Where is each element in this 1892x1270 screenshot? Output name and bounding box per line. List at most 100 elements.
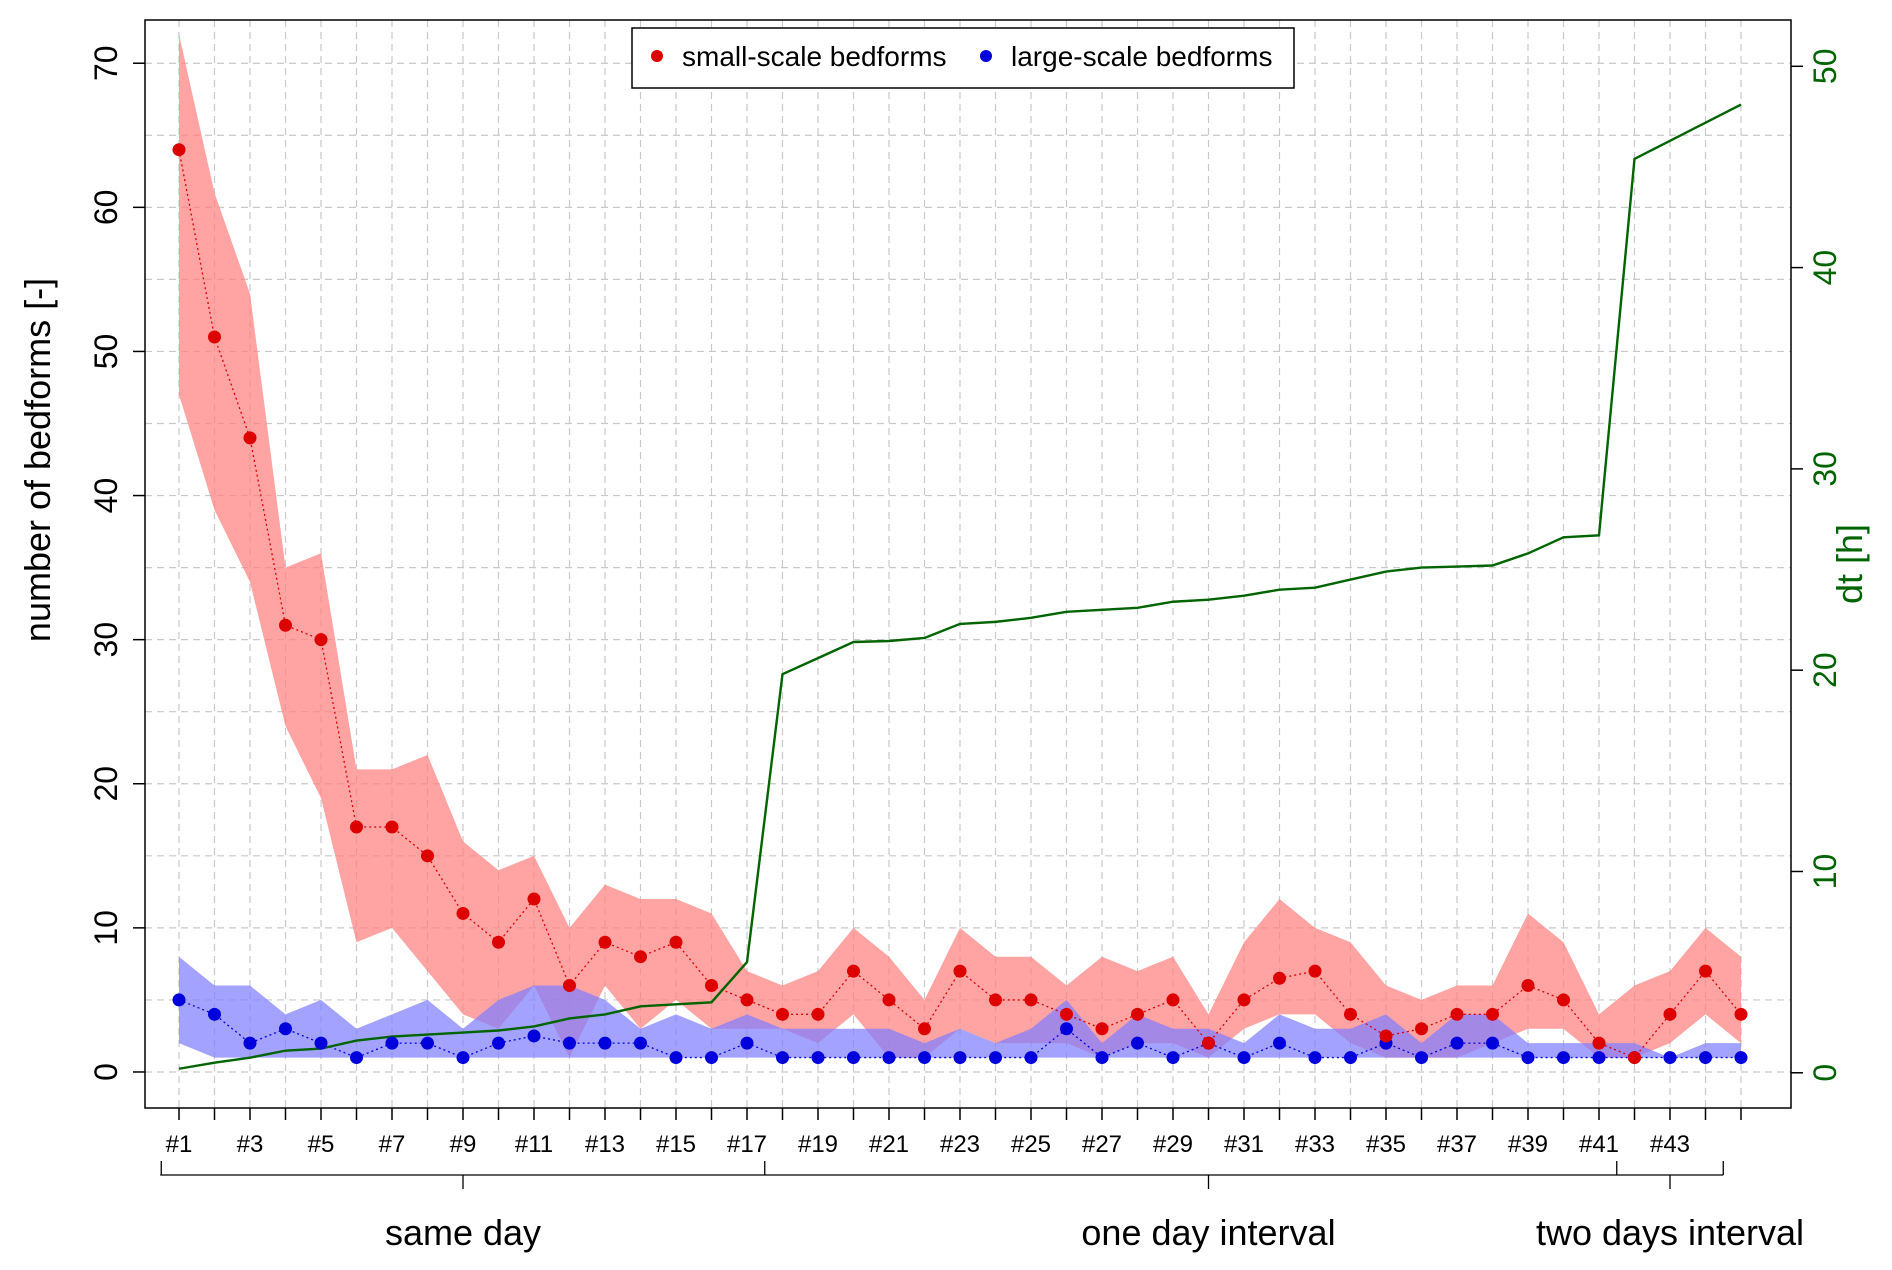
small-scale-point [1628, 1051, 1641, 1065]
small-scale-point [1060, 1007, 1073, 1021]
large-scale-point [1060, 1022, 1073, 1036]
large-scale-point [527, 1029, 541, 1043]
large-scale-point [1095, 1051, 1109, 1065]
small-scale-point [1166, 993, 1180, 1007]
small-scale-point [385, 820, 399, 834]
uncertainty-bands [179, 34, 1741, 1058]
small-scale-point [1379, 1029, 1393, 1043]
y2-tick-label: 20 [1807, 652, 1843, 688]
large-scale-point [1699, 1051, 1712, 1065]
large-scale-point [634, 1036, 647, 1050]
small-scale-point [1024, 993, 1038, 1007]
large-scale-point [598, 1036, 612, 1050]
x-tick-label: #21 [869, 1131, 909, 1158]
group-brackets: same day one day interval two days interva… [160, 1161, 1804, 1253]
x-tick-label: #3 [237, 1131, 264, 1158]
small-scale-point [953, 964, 967, 978]
x-tick-label: #5 [308, 1131, 335, 1158]
large-scale-point [1308, 1051, 1322, 1065]
small-scale-point [456, 906, 470, 920]
x-tick-label: #11 [515, 1131, 553, 1158]
x-tick-label: #43 [1650, 1131, 1690, 1158]
small-scale-point [563, 979, 576, 993]
y-tick-label: 0 [88, 1063, 124, 1081]
large-scale-band [179, 956, 1741, 1058]
y-tick-label: 30 [88, 622, 124, 658]
small-scale-point [492, 935, 505, 949]
large-scale-point [1131, 1036, 1144, 1050]
large-scale-point [953, 1051, 967, 1065]
small-scale-point [1202, 1036, 1215, 1050]
large-scale-point [811, 1051, 825, 1065]
large-scale-point [243, 1036, 257, 1050]
legend: small-scale bedforms large-scale bedform… [631, 27, 1295, 89]
large-scale-point [1450, 1036, 1464, 1050]
x-tick-label: #25 [1011, 1131, 1051, 1158]
small-scale-point [634, 950, 647, 964]
large-scale-point [492, 1036, 505, 1050]
x-tick-label: #35 [1366, 1131, 1406, 1158]
axes: 0 10 20 30 40 50 60 70 0 10 20 30 40 50 #1 #3 #5 #7 #9 #11 #… [88, 45, 1843, 1158]
small-scale-point [882, 993, 896, 1007]
small-scale-line [178, 149, 1742, 1059]
large-scale-point [1415, 1051, 1428, 1065]
small-scale-point [1521, 979, 1535, 993]
x-tick-label: #23 [940, 1131, 980, 1158]
small-scale-point [847, 964, 860, 978]
y2-tick-label: 0 [1807, 1064, 1843, 1082]
small-scale-point [421, 849, 434, 863]
small-scale-point [1237, 993, 1251, 1007]
x-tick-label: #31 [1224, 1131, 1264, 1158]
small-scale-point [350, 820, 363, 834]
small-scale-point [1415, 1022, 1428, 1036]
large-scale-point [563, 1036, 576, 1050]
y-axis-label: number of bedforms [-] [17, 278, 58, 642]
small-scale-point [172, 143, 186, 157]
small-scale-point [1557, 993, 1570, 1007]
large-scale-point [1344, 1051, 1357, 1065]
x-tick-label: #37 [1437, 1131, 1477, 1158]
legend-marker-large [980, 50, 992, 62]
y-tick-label: 20 [88, 766, 124, 802]
group-label: same day [385, 1212, 541, 1253]
small-scale-point [1699, 964, 1712, 978]
large-scale-point [882, 1051, 896, 1065]
y-tick-label: 50 [88, 334, 124, 370]
small-scale-point [1344, 1007, 1357, 1021]
small-scale-point [1450, 1007, 1464, 1021]
small-scale-point [208, 330, 221, 344]
x-tick-label: #29 [1153, 1131, 1193, 1158]
large-scale-point [279, 1022, 292, 1036]
large-scale-point [669, 1051, 683, 1065]
legend-label-large: large-scale bedforms [1011, 41, 1272, 72]
y2-tick-label: 40 [1807, 250, 1843, 286]
large-scale-point [385, 1036, 399, 1050]
small-scale-point [918, 1022, 931, 1036]
x-tick-label: #1 [166, 1131, 193, 1158]
y2-tick-label: 30 [1807, 451, 1843, 487]
legend-label-small: small-scale bedforms [682, 41, 947, 72]
small-scale-point [1095, 1022, 1109, 1036]
large-scale-point [1592, 1051, 1606, 1065]
large-scale-point [1237, 1051, 1251, 1065]
large-scale-point [314, 1036, 328, 1050]
large-scale-point [1521, 1051, 1535, 1065]
small-scale-point [1734, 1007, 1748, 1021]
large-scale-point [172, 993, 186, 1007]
small-scale-point [989, 993, 1002, 1007]
small-scale-point [527, 892, 541, 906]
plot-frame [144, 19, 1792, 1109]
y-tick-label: 70 [88, 45, 124, 81]
x-tick-label: #17 [727, 1131, 767, 1158]
x-tick-label: #7 [379, 1131, 406, 1158]
x-tick-label: #33 [1295, 1131, 1335, 1158]
large-scale-point [1166, 1051, 1180, 1065]
dt-line [178, 103, 1742, 1070]
large-scale-point [421, 1036, 434, 1050]
large-scale-point [776, 1051, 789, 1065]
large-scale-point [1024, 1051, 1038, 1065]
small-scale-point [776, 1007, 789, 1021]
small-scale-band [179, 34, 1741, 1058]
large-scale-point [740, 1036, 754, 1050]
